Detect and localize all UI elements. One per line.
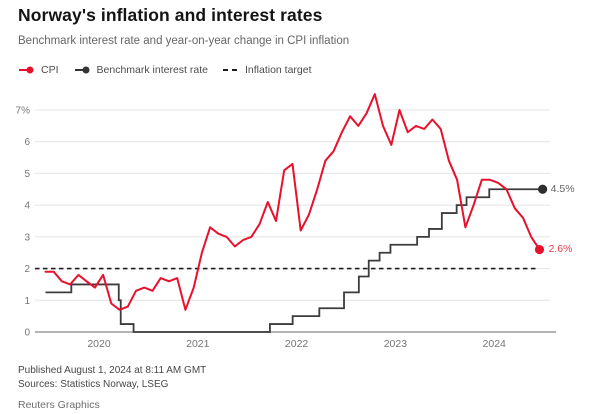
chart-legend: CPI Benchmark interest rate Inflation ta… <box>18 64 312 76</box>
cpi-end-dot <box>534 244 545 255</box>
y-tick-label: 3 <box>24 232 30 243</box>
y-tick-label: 4 <box>24 201 30 212</box>
sources-note: Sources: Statistics Norway, LSEG <box>18 379 169 390</box>
benchmark-rate-line <box>45 188 543 333</box>
y-tick-label: 2 <box>24 264 30 275</box>
chart-subtitle: Benchmark interest rate and year-on-year… <box>18 35 350 47</box>
published-timestamp: Published August 1, 2024 at 8:11 AM GMT <box>18 365 207 376</box>
benchmark-end-label: 4.5% <box>550 182 575 195</box>
x-tick-label: 2022 <box>285 338 309 350</box>
legend-item-benchmark: Benchmark interest rate <box>74 64 208 76</box>
line-dot-marker-icon <box>19 66 34 74</box>
page-title: Norway's inflation and interest rates <box>18 5 323 25</box>
dashed-line-marker-icon <box>222 69 239 71</box>
cpi-line <box>44 93 541 311</box>
line-dot-marker-icon <box>74 66 90 74</box>
x-tick-label: 2020 <box>87 338 111 350</box>
y-tick-label: 1 <box>24 296 30 307</box>
y-tick-label: 7% <box>16 106 31 117</box>
legend-label-inflation-target: Inflation target <box>244 64 312 76</box>
legend-item-inflation-target: Inflation target <box>222 64 312 76</box>
benchmark-end-dot <box>538 184 548 194</box>
y-tick-label: 6 <box>24 137 30 148</box>
credit-line: Reuters Graphics <box>18 399 100 411</box>
legend-label-benchmark: Benchmark interest rate <box>96 64 208 76</box>
y-tick-label: 5 <box>24 169 30 180</box>
cpi-end-label: 2.6% <box>548 243 573 256</box>
legend-item-cpi: CPI <box>18 64 59 76</box>
x-tick-label: 2024 <box>483 338 507 350</box>
x-tick-label: 2023 <box>384 338 408 350</box>
legend-label-cpi: CPI <box>41 64 59 76</box>
y-tick-label: 0 <box>24 328 30 339</box>
x-tick-label: 2021 <box>186 338 210 350</box>
